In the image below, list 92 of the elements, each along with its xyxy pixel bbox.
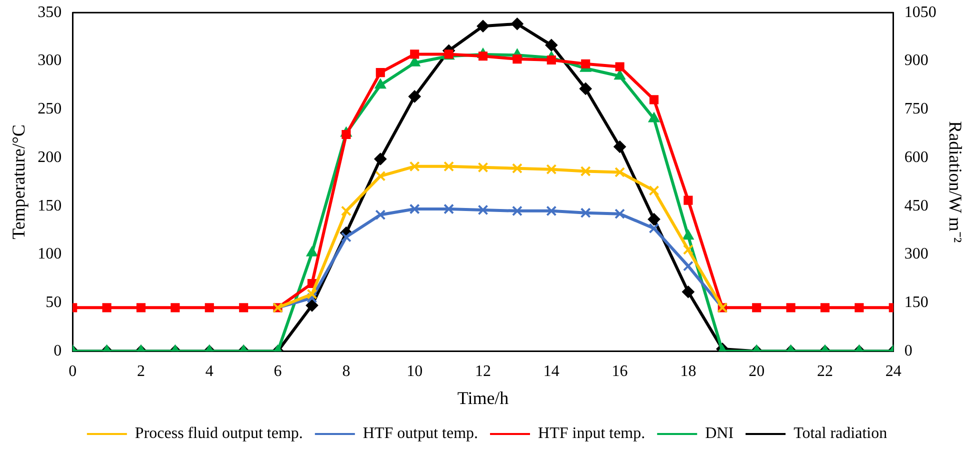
point — [614, 70, 626, 80]
point — [820, 303, 830, 312]
point — [170, 303, 180, 312]
y2-tick-label: 1050 — [904, 4, 936, 21]
point — [512, 163, 522, 174]
x-tick-label: 24 — [885, 363, 902, 380]
point — [340, 206, 352, 216]
point — [478, 204, 488, 216]
point — [511, 18, 524, 30]
point — [580, 166, 591, 176]
x-tick-label: 12 — [475, 363, 491, 380]
point — [478, 162, 488, 173]
point — [682, 260, 694, 272]
point — [648, 223, 660, 234]
point — [409, 161, 420, 172]
point — [682, 244, 694, 255]
point — [375, 79, 386, 89]
point — [478, 52, 488, 61]
y2-tick-label: 900 — [904, 52, 928, 70]
y-tick-label: 300 — [38, 52, 62, 70]
point — [684, 196, 693, 205]
point — [580, 82, 592, 95]
point — [342, 130, 351, 140]
point — [648, 112, 660, 122]
y2-tick-label: 600 — [904, 148, 928, 166]
y-axis-title: Temperature/°C — [8, 124, 29, 240]
point — [786, 303, 796, 312]
x-tick-label: 10 — [406, 363, 423, 380]
point — [410, 50, 420, 59]
point — [614, 140, 626, 153]
y-tick-label: 350 — [38, 4, 62, 21]
point — [614, 166, 626, 178]
y-tick-label: 150 — [38, 197, 62, 214]
x-axis-title: Time/h — [457, 388, 509, 408]
point — [614, 208, 626, 220]
x-tick-label: 4 — [205, 363, 214, 380]
point — [752, 303, 762, 312]
y2-tick-label: 750 — [904, 100, 928, 118]
point — [546, 55, 556, 65]
legend-label: HTF input temp. — [538, 425, 646, 442]
point — [408, 90, 421, 102]
x-tick-label: 8 — [342, 363, 350, 380]
point — [615, 62, 624, 72]
point — [102, 303, 112, 312]
point — [375, 210, 386, 220]
legend-label: DNI — [705, 425, 734, 442]
point — [375, 170, 386, 182]
y2-tick-label: 450 — [904, 197, 928, 214]
y-tick-label: 0 — [54, 342, 62, 360]
x-tick-label: 20 — [748, 363, 765, 380]
x-tick-label: 0 — [68, 363, 77, 380]
point — [545, 39, 558, 52]
legend-label: Total radiation — [794, 425, 888, 442]
point — [512, 54, 522, 64]
point — [444, 204, 454, 214]
point — [546, 164, 557, 175]
point — [306, 246, 318, 256]
x-tick-label: 2 — [137, 363, 145, 380]
y-tick-label: 200 — [38, 148, 62, 166]
legend-label: Process fluid output temp. — [134, 425, 303, 442]
point — [512, 206, 522, 216]
y2-tick-label: 150 — [904, 294, 928, 312]
y2-tick-label: 0 — [904, 342, 912, 360]
point — [204, 303, 214, 312]
x-tick-label: 22 — [817, 363, 833, 380]
x-tick-label: 16 — [612, 363, 628, 380]
point — [306, 288, 318, 300]
point — [854, 303, 864, 312]
point — [648, 185, 660, 196]
legend-label: HTF output temp. — [362, 425, 478, 442]
y-tick-label: 50 — [46, 294, 62, 312]
point — [306, 292, 318, 304]
point — [580, 208, 591, 218]
point — [649, 95, 659, 104]
point — [374, 153, 386, 166]
point — [136, 303, 146, 312]
x-tick-label: 18 — [680, 363, 696, 380]
y2-axis-title: Radiation/W m⁻² — [945, 121, 966, 243]
point — [444, 161, 454, 172]
y-tick-label: 250 — [38, 100, 62, 118]
y-tick-label: 100 — [38, 246, 62, 263]
point — [376, 68, 385, 78]
point — [477, 20, 489, 32]
point — [340, 232, 352, 242]
point — [682, 230, 694, 240]
x-tick-label: 14 — [543, 363, 560, 380]
point — [239, 303, 248, 312]
point — [581, 59, 590, 68]
y2-tick-label: 300 — [904, 246, 928, 263]
point — [546, 206, 557, 216]
x-tick-label: 6 — [274, 363, 282, 380]
point — [409, 204, 420, 214]
